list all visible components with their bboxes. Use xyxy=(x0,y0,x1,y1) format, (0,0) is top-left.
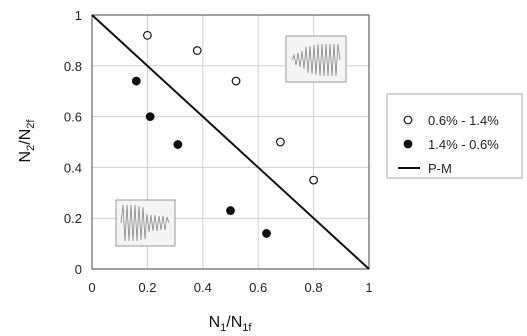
x-tick-labels: 0 0.2 0.4 0.6 0.8 1 xyxy=(88,280,372,295)
x-tick-label: 0.4 xyxy=(194,280,212,295)
y-tick-label: 0.2 xyxy=(64,211,82,226)
legend-open-circle-marker xyxy=(403,115,413,125)
pm-line xyxy=(91,14,370,270)
y-tick-label: 0.4 xyxy=(64,160,82,175)
legend-entry-label: P-M xyxy=(428,161,452,176)
filled-circle-point xyxy=(262,229,271,238)
inset-increasing-amplitude-icon xyxy=(285,35,347,83)
legend-filled-circle-marker xyxy=(403,139,413,149)
data-points xyxy=(131,30,319,238)
pm-line-series xyxy=(91,14,370,270)
x-tick-label: 0.8 xyxy=(305,280,323,295)
inset-decreasing-amplitude-icon xyxy=(115,199,176,247)
open-circle-point xyxy=(275,137,285,147)
filled-circle-point xyxy=(226,206,235,215)
legend-box xyxy=(386,93,523,179)
legend: 0.6% - 1.4% 1.4% - 0.6% P-M xyxy=(386,93,523,179)
filled-circle-point xyxy=(173,140,183,149)
y-tick-label: 1 xyxy=(75,8,82,23)
y-tick-label: 0.8 xyxy=(64,59,82,74)
y-tick-label: 0 xyxy=(75,262,82,277)
legend-entry-label: 0.6% - 1.4% xyxy=(428,113,499,128)
plot-frame xyxy=(91,14,370,270)
y-axis-label: N2/N2f xyxy=(17,119,37,163)
legend-entry-label: 1.4% - 0.6% xyxy=(428,137,499,152)
x-tick-label: 1 xyxy=(365,280,372,295)
x-tick-label: 0 xyxy=(88,280,95,295)
filled-circle-point xyxy=(145,112,155,121)
y-tick-label: 0.6 xyxy=(64,110,82,125)
open-circle-point xyxy=(192,46,202,55)
open-circle-point xyxy=(231,76,241,86)
x-axis-label: N1/N1f xyxy=(209,314,253,334)
y-tick-labels: 0 0.2 0.4 0.6 0.8 1 xyxy=(64,8,82,277)
filled-circle-point xyxy=(131,76,141,86)
open-circle-point xyxy=(142,30,152,40)
x-tick-label: 0.6 xyxy=(249,280,267,295)
open-circle-point xyxy=(309,175,319,185)
x-tick-label: 0.2 xyxy=(138,280,156,295)
